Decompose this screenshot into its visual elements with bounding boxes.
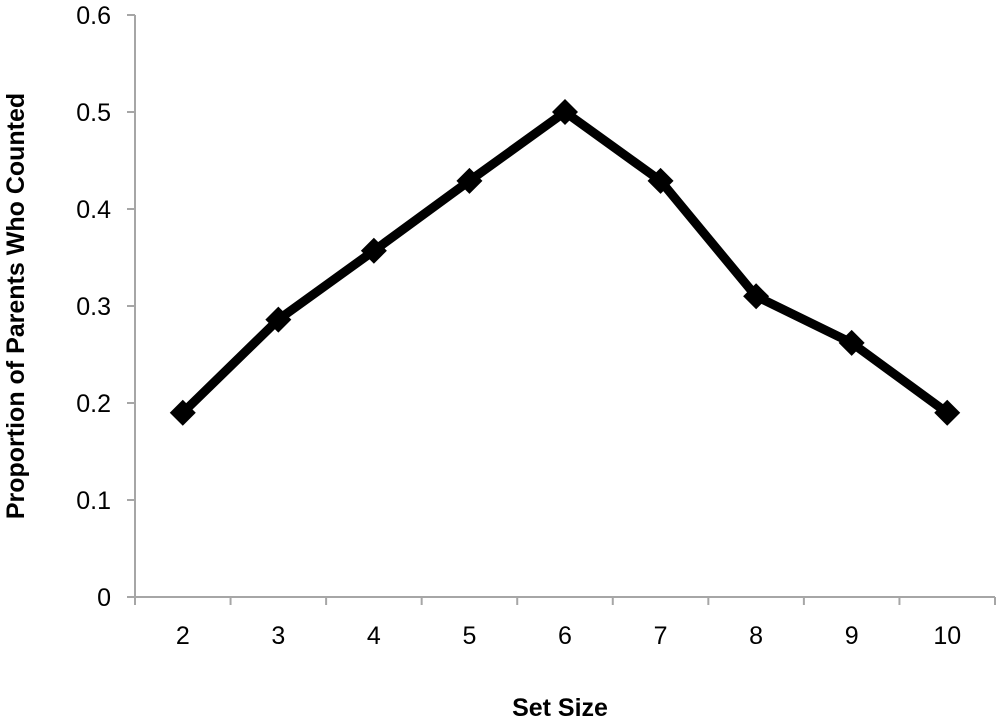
y-axis-title: Proportion of Parents Who Counted bbox=[2, 93, 30, 519]
x-axis-title: Set Size bbox=[512, 694, 608, 722]
x-tick-label: 3 bbox=[271, 622, 285, 650]
y-tick-label: 0.6 bbox=[76, 2, 111, 30]
x-tick-label: 2 bbox=[176, 622, 190, 650]
x-tick-label: 4 bbox=[367, 622, 381, 650]
data-point-marker bbox=[838, 329, 865, 356]
y-tick-label: 0.2 bbox=[76, 390, 111, 418]
x-axis-ticks: 2 3 4 5 6 7 8 9 10 bbox=[134, 597, 996, 650]
data-point-marker bbox=[360, 237, 387, 264]
x-tick-label: 6 bbox=[558, 622, 572, 650]
data-point-marker bbox=[552, 99, 578, 125]
x-tick-label: 7 bbox=[654, 622, 668, 650]
x-tick-label: 8 bbox=[749, 622, 763, 650]
series-line bbox=[178, 107, 952, 418]
y-tick-label: 0.5 bbox=[76, 99, 111, 127]
data-point-marker bbox=[265, 306, 292, 333]
data-point-marker bbox=[647, 167, 674, 194]
x-tick-label: 10 bbox=[933, 622, 961, 650]
y-tick-label: 0.3 bbox=[76, 293, 111, 321]
y-axis-ticks: 0 0.1 0.2 0.3 0.4 0.5 0.6 bbox=[76, 2, 135, 612]
x-tick-label: 9 bbox=[845, 622, 859, 650]
x-tick-label: 5 bbox=[462, 622, 476, 650]
y-tick-label: 0.4 bbox=[76, 196, 111, 224]
series-group bbox=[169, 99, 961, 426]
data-point-marker bbox=[934, 399, 961, 426]
y-tick-label: 0.1 bbox=[76, 487, 111, 515]
data-point-marker bbox=[456, 167, 483, 194]
data-point-marker bbox=[743, 283, 770, 310]
data-point-marker bbox=[169, 399, 196, 426]
y-tick-label: 0 bbox=[97, 584, 111, 612]
